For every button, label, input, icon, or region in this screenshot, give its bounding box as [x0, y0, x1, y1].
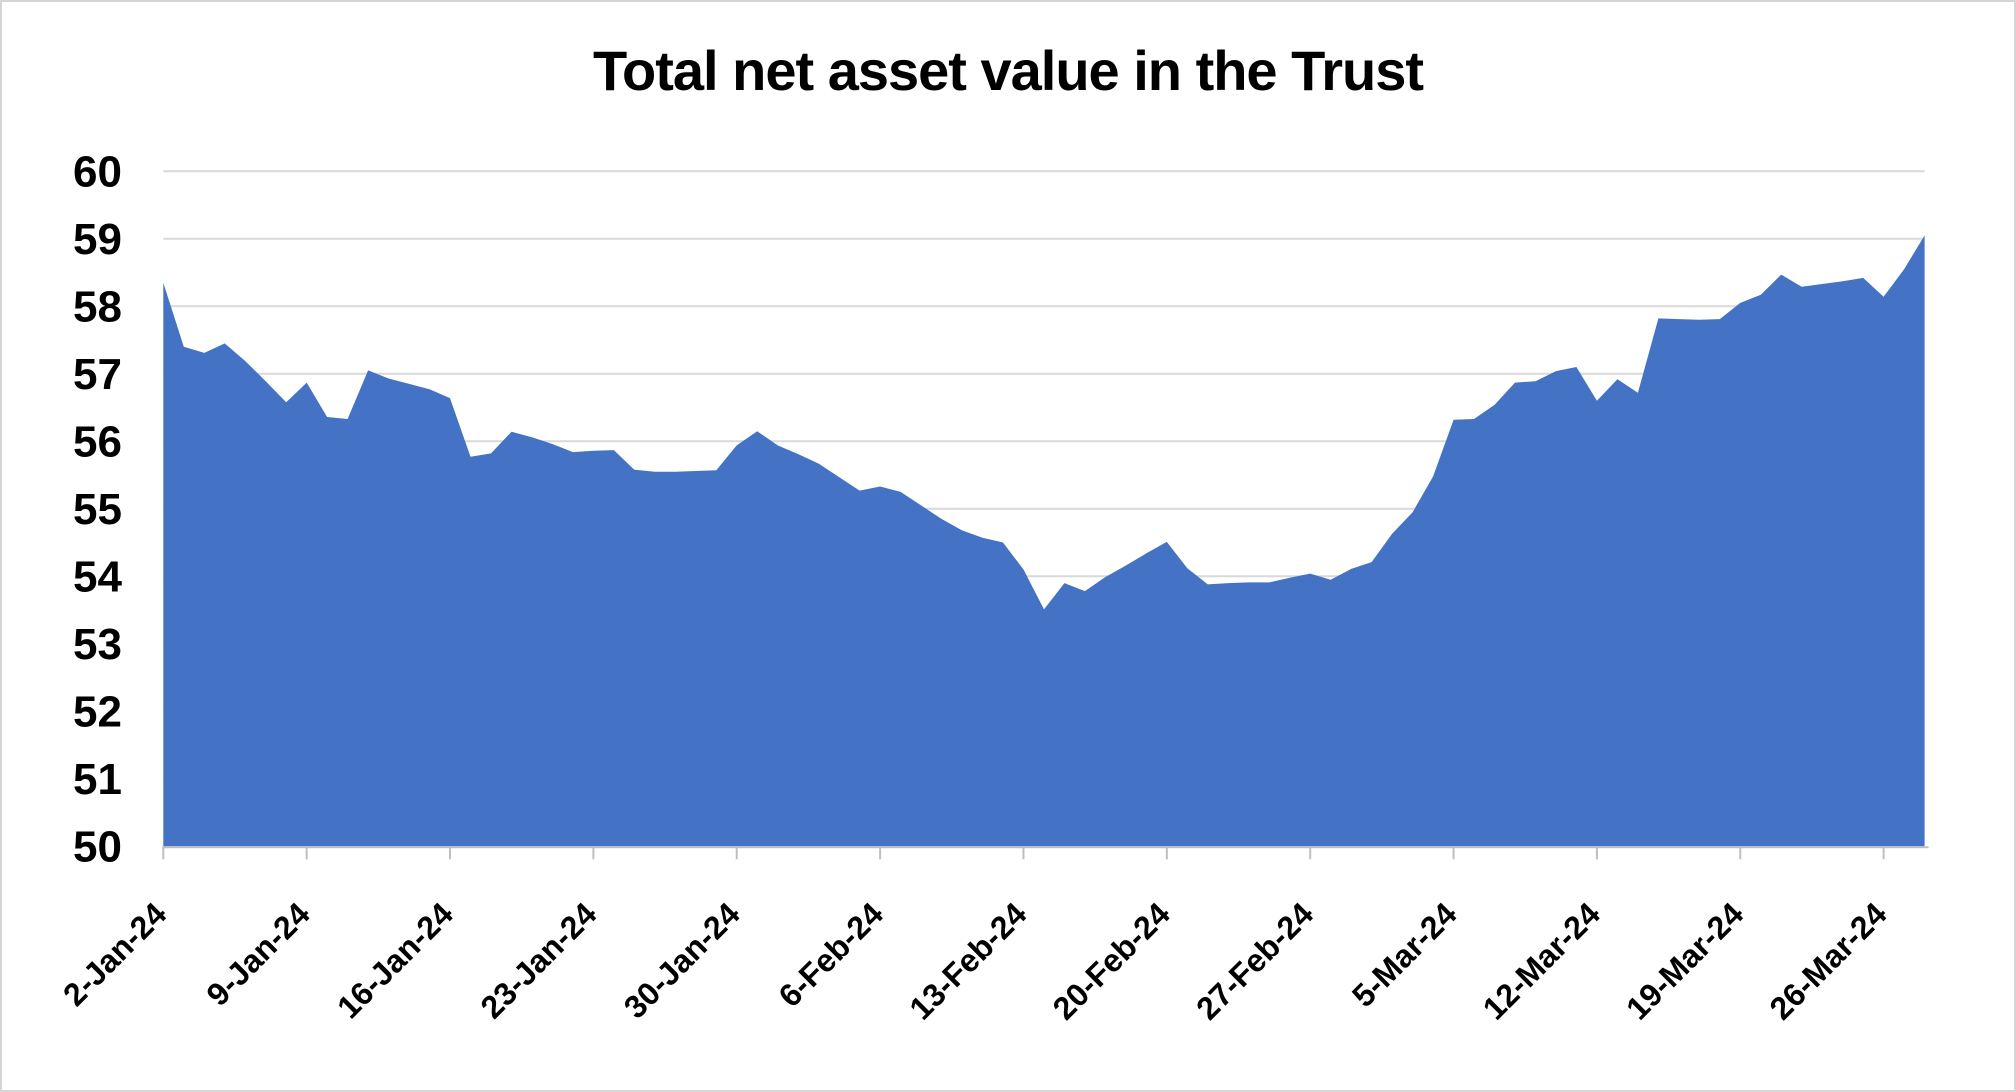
y-tick-label: 50	[73, 822, 122, 871]
x-tick-label: 6-Feb-24	[772, 895, 891, 1014]
y-tick-label: 55	[73, 485, 122, 534]
y-tick-label: 54	[73, 552, 122, 601]
y-tick-label: 58	[73, 282, 122, 331]
x-axis	[162, 846, 1929, 860]
x-tick-label: 20-Feb-24	[1046, 895, 1177, 1026]
y-tick-label: 60	[73, 147, 122, 196]
x-tick-label: 5-Mar-24	[1345, 895, 1464, 1014]
x-axis-labels: 2-Jan-24 9-Jan-24 16-Jan-24 23-Jan-24 30-Jan…	[56, 895, 1894, 1026]
x-tick-label: 27-Feb-24	[1189, 895, 1320, 1026]
x-tick-label: 12-Mar-24	[1476, 895, 1607, 1026]
y-tick-label: 51	[73, 755, 122, 804]
y-tick-label: 57	[73, 350, 122, 399]
x-tick-label: 19-Mar-24	[1619, 895, 1750, 1026]
x-tick-label: 23-Jan-24	[473, 895, 603, 1025]
y-tick-label: 53	[73, 620, 122, 669]
y-axis-labels: 50 51 52 53 54 55 56 57 58 59 60	[73, 147, 122, 871]
chart-title: Total net asset value in the Trust	[593, 39, 1423, 102]
x-tick-label: 16-Jan-24	[330, 895, 460, 1025]
x-tick-label: 30-Jan-24	[617, 895, 747, 1025]
y-tick-label: 59	[73, 215, 122, 264]
area-series	[163, 235, 1925, 847]
y-tick-label: 56	[73, 417, 122, 466]
y-tick-label: 52	[73, 687, 122, 736]
x-tick-label: 13-Feb-24	[902, 895, 1033, 1026]
x-tick-label: 2-Jan-24	[56, 895, 173, 1012]
x-tick-label: 26-Mar-24	[1762, 895, 1893, 1026]
x-tick-label: 9-Jan-24	[199, 895, 316, 1012]
